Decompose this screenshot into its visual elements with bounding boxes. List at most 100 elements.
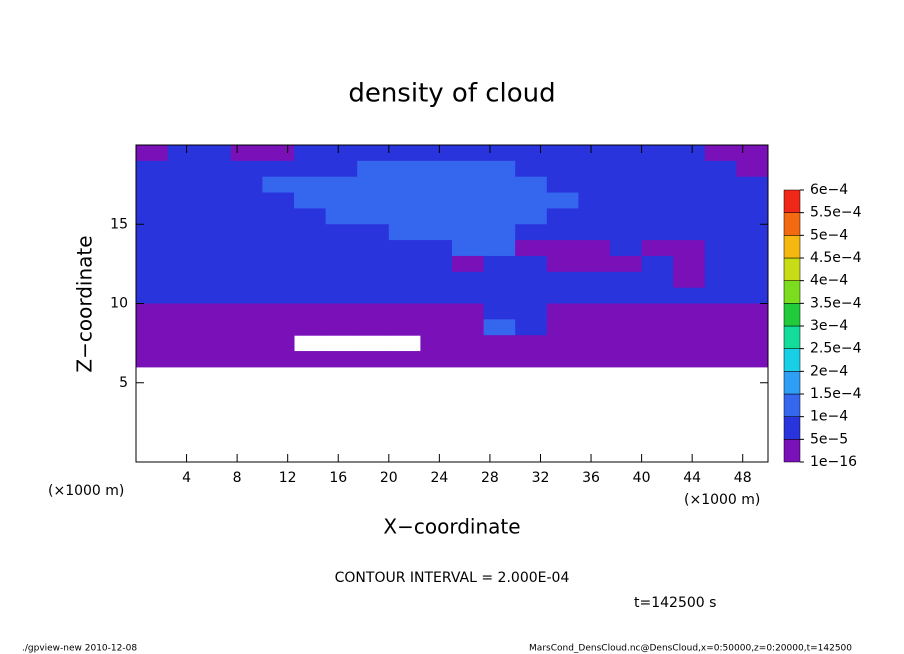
field-cell — [294, 351, 327, 368]
field-cell — [167, 160, 200, 178]
field-cell — [483, 192, 516, 209]
field-cell — [578, 176, 611, 194]
field-cell — [294, 287, 327, 304]
field-cell — [515, 208, 548, 225]
field-cell — [515, 303, 548, 320]
colorbar-box — [783, 416, 801, 440]
field-cell — [230, 351, 263, 368]
field-cell — [578, 319, 611, 336]
colorbar-label: 1.5e−4 — [810, 386, 862, 402]
field-cell — [610, 160, 643, 178]
field-cell — [230, 319, 263, 336]
field-cell — [673, 287, 706, 304]
field-cell — [199, 240, 232, 257]
field-cell — [578, 192, 611, 209]
colorbar-label: 5e−4 — [810, 227, 848, 243]
field-cell — [610, 287, 643, 304]
field-cell — [546, 176, 579, 194]
field-cell — [167, 224, 200, 241]
field-cell — [452, 287, 485, 304]
field-cell — [610, 224, 643, 241]
field-cell — [294, 145, 327, 162]
field-cell — [262, 176, 295, 194]
field-cell — [641, 224, 674, 241]
field-cell — [610, 319, 643, 336]
field-cell — [641, 176, 674, 194]
x-tick-label: 16 — [329, 470, 347, 486]
field-cell — [294, 192, 327, 209]
field-cell — [673, 176, 706, 194]
field-cell — [483, 176, 516, 194]
field-cell — [452, 145, 485, 162]
field-cell — [452, 176, 485, 194]
field-cell — [546, 208, 579, 225]
colorbar-box — [783, 280, 801, 304]
field-cell — [546, 271, 579, 289]
field-cell — [483, 271, 516, 289]
field-cell — [610, 303, 643, 320]
field-cell — [136, 240, 169, 257]
field-cell — [673, 208, 706, 225]
field-cell — [325, 208, 358, 225]
colorbar-box — [783, 303, 801, 327]
field-cell — [704, 208, 737, 225]
field-cell — [357, 351, 390, 368]
field-cell — [167, 145, 200, 162]
field-cell — [262, 208, 295, 225]
field-cell — [515, 287, 548, 304]
field-cell — [420, 208, 453, 225]
field-cell — [578, 335, 611, 352]
field-cell — [704, 351, 737, 368]
field-cell — [483, 335, 516, 352]
field-cell — [167, 192, 200, 209]
field-cell — [420, 255, 453, 273]
field-cell — [294, 303, 327, 320]
field-cell — [736, 335, 769, 352]
field-cell — [262, 255, 295, 273]
field-cell — [704, 224, 737, 241]
field-cell — [483, 160, 516, 178]
field-cell — [167, 351, 200, 368]
field-cell — [515, 192, 548, 209]
field-cell — [515, 240, 548, 257]
field-cell — [325, 240, 358, 257]
field-cell — [294, 240, 327, 257]
field-cell — [325, 287, 358, 304]
field-cell — [357, 319, 390, 336]
field-cell — [199, 255, 232, 273]
field-cell — [641, 335, 674, 352]
field-cell — [136, 160, 169, 178]
field-cell — [704, 287, 737, 304]
field-cell — [388, 255, 421, 273]
field-cell — [673, 192, 706, 209]
field-cell — [610, 351, 643, 368]
field-cell — [357, 224, 390, 241]
field-cell — [325, 145, 358, 162]
field-cell — [736, 271, 769, 289]
field-cell — [736, 351, 769, 368]
field-cell — [452, 335, 485, 352]
field-cell — [199, 319, 232, 336]
field-cell — [546, 240, 579, 257]
field-cell — [262, 145, 295, 162]
x-tick-label: 44 — [683, 470, 701, 486]
field-cell — [578, 255, 611, 273]
field-cell — [167, 255, 200, 273]
field-cell — [704, 240, 737, 257]
y-tick-label: 5 — [119, 375, 128, 391]
field-cell — [736, 240, 769, 257]
field-cell — [641, 319, 674, 336]
x-tick-label: 24 — [430, 470, 448, 486]
field-cell — [483, 208, 516, 225]
field-cell — [546, 319, 579, 336]
field-cell — [736, 145, 769, 162]
field-cell — [515, 160, 548, 178]
field-cell — [262, 335, 295, 352]
field-cell — [262, 319, 295, 336]
field-cell — [483, 224, 516, 241]
time-note: t=142500 s — [634, 595, 716, 611]
field-cell — [641, 351, 674, 368]
field-cell — [578, 287, 611, 304]
field-cell — [515, 224, 548, 241]
field-cell — [388, 319, 421, 336]
